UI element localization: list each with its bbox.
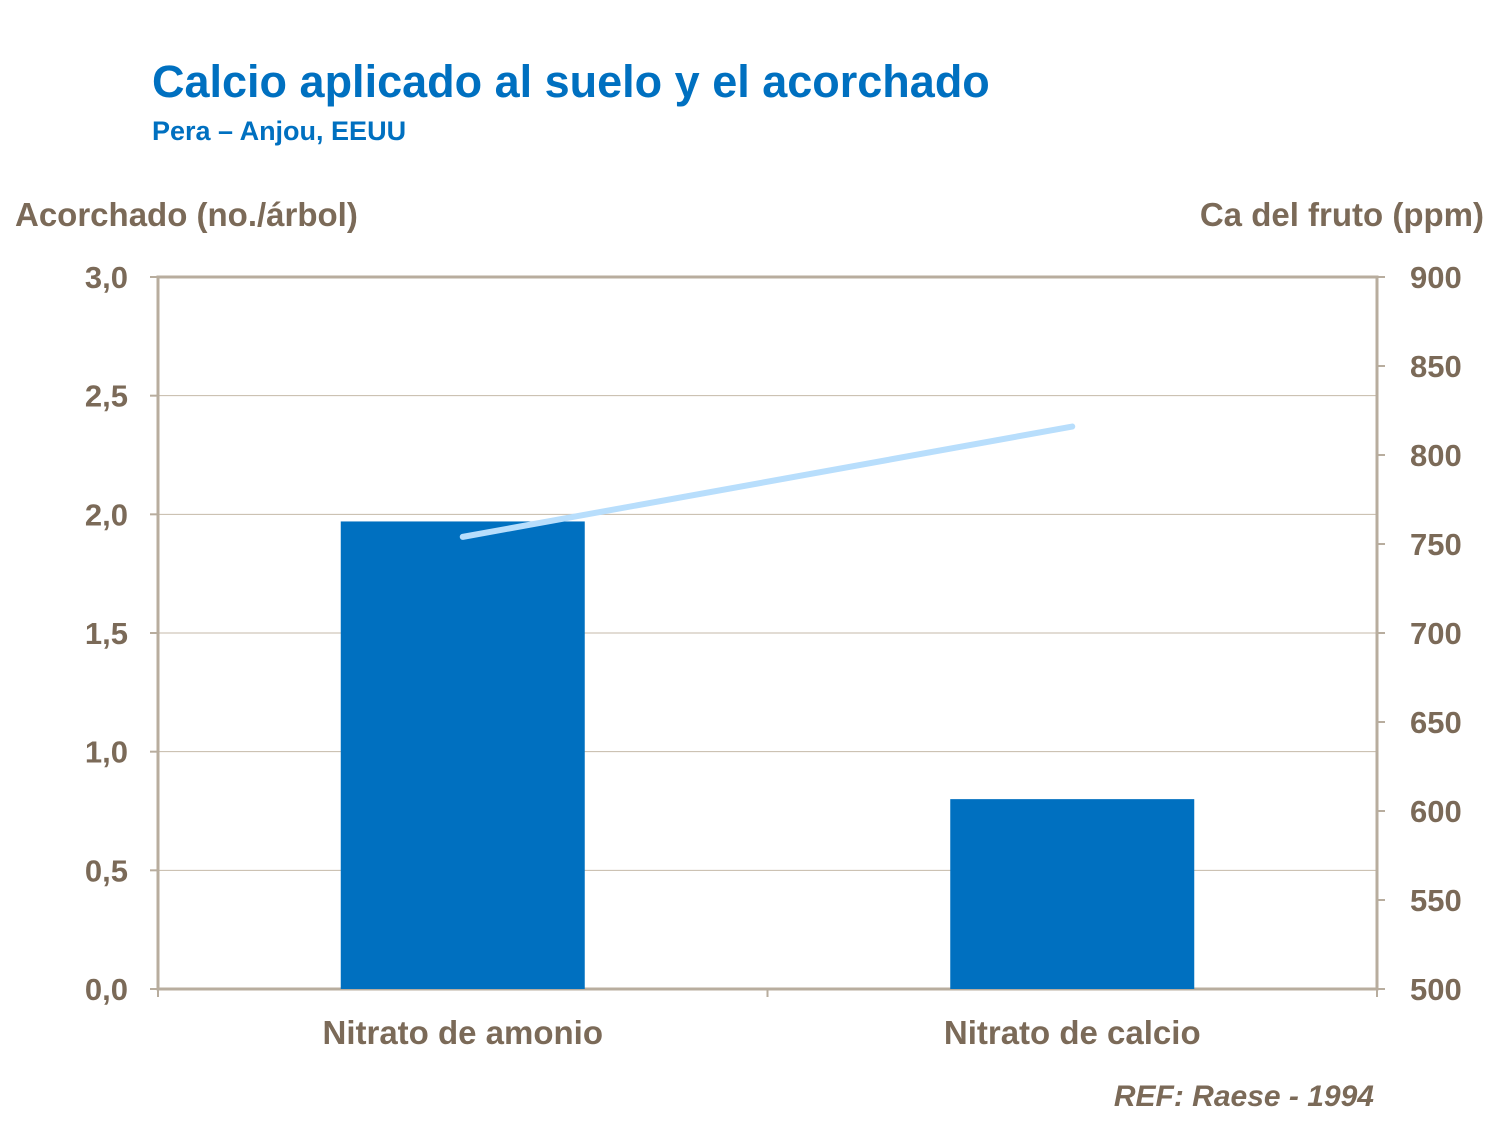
y2-tick-label: 900 — [1410, 260, 1462, 295]
y2-tick-label: 600 — [1410, 794, 1462, 829]
y-tick-label: 1,0 — [85, 735, 128, 770]
bar — [340, 521, 585, 989]
bar — [950, 799, 1195, 989]
y-tick-label: 0,5 — [85, 853, 128, 888]
line-series — [459, 423, 1076, 540]
y2-tick-label: 750 — [1410, 527, 1462, 562]
y2-tick-label: 550 — [1410, 883, 1462, 918]
x-tick-label: Nitrato de amonio — [322, 1014, 603, 1051]
y2-tick-label: 650 — [1410, 705, 1462, 740]
y-tick-label: 2,5 — [85, 379, 128, 414]
y2-axis-label: Ca del fruto (ppm) — [1199, 196, 1484, 233]
y-tick-label: 0,0 — [85, 972, 128, 1007]
y2-tick-label: 500 — [1410, 972, 1462, 1007]
y-tick-label: 3,0 — [85, 260, 128, 295]
y2-tick-label: 850 — [1410, 349, 1462, 384]
chart-subtitle: Pera – Anjou, EEUU — [152, 116, 407, 146]
chart-title: Calcio aplicado al suelo y el acorchado — [152, 56, 990, 107]
y-tick-label: 1,5 — [85, 616, 128, 651]
x-tick-label: Nitrato de calcio — [944, 1014, 1201, 1051]
y-axis-label: Acorchado (no./árbol) — [15, 196, 358, 233]
reference-note: REF: Raese - 1994 — [1113, 1080, 1374, 1113]
y-tick-label: 2,0 — [85, 497, 128, 532]
y2-tick-label: 700 — [1410, 616, 1462, 651]
y2-tick-label: 800 — [1410, 438, 1462, 473]
